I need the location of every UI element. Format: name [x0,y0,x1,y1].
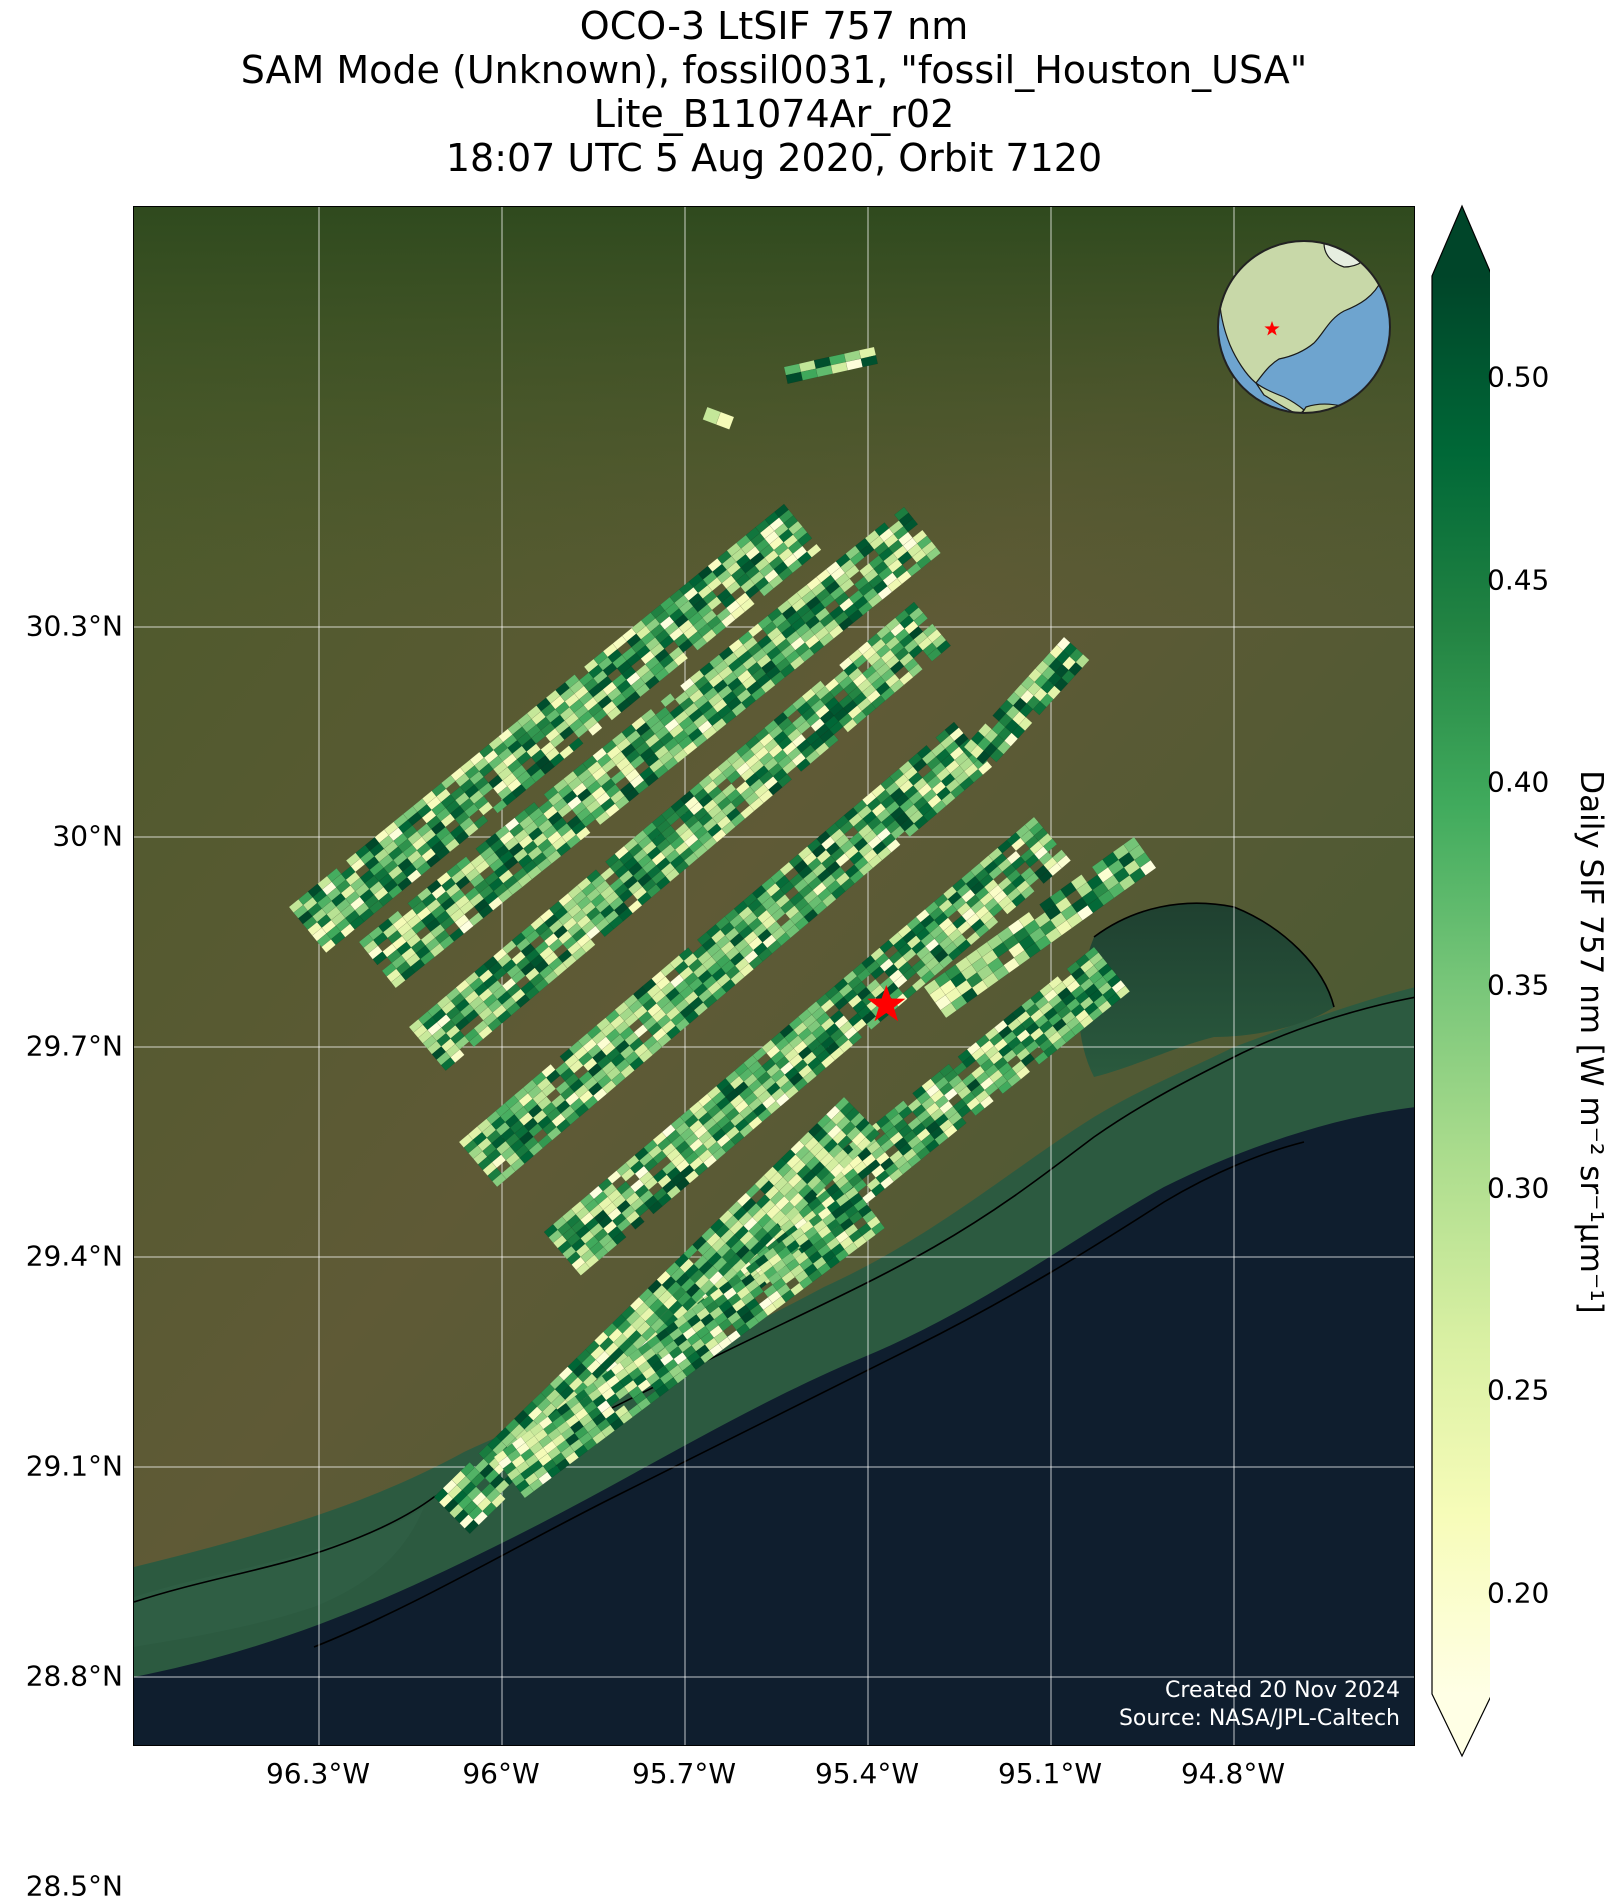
colorbar-extend-max [1432,206,1490,276]
sif-footprint [673,652,689,667]
colorbar-gradient [1432,276,1490,1694]
lon-tick-label: 95.7°W [631,1757,737,1790]
sif-footprint [913,612,929,627]
credit-text: Created 20 Nov 2024 Source: NASA/JPL-Cal… [1119,1677,1400,1733]
globe-target-star-icon [1264,321,1280,336]
globe-central-america [1255,382,1305,413]
sif-footprint [871,1221,886,1236]
sif-footprint [1056,854,1072,869]
lat-tick-label: 29.7°N [25,1029,123,1063]
sif-footprint [979,1095,994,1109]
colorbar-tick-label: 0.25 [1487,1373,1550,1407]
sif-footprint [797,532,813,547]
title-line-4: 18:07 UTC 5 Aug 2020, Orbit 7120 [445,136,1103,180]
plot-title: OCO-3 LtSIF 757 nm SAM Mode (Unknown), f… [133,4,1415,180]
sif-footprint [777,773,792,788]
inset-globe [1217,240,1391,414]
credit-source: Source: NASA/JPL-Caltech [1118,1706,1400,1731]
target-marker [867,985,906,1022]
sif-footprint [908,663,923,678]
sif-footprint [860,355,878,368]
sif-footprint [952,1117,967,1131]
sif-footprint [575,826,591,841]
sif-footprint [568,737,584,752]
globe-north-america [1218,241,1383,384]
lon-tick-label: 95.4°W [814,1757,920,1790]
sif-footprint [1139,859,1157,876]
title-line-1: OCO-3 LtSIF 757 nm [579,4,969,48]
lat-tick-label: 29.1°N [25,1449,123,1483]
sif-footprint [740,597,755,612]
sif-footprint [473,814,489,829]
ocean [134,1107,1414,1745]
colorbar-tick-label: 0.50 [1487,360,1550,394]
sif-footprint [715,411,735,430]
sif-footprint [450,1049,465,1063]
title-line-2: SAM Mode (Unknown), fossil0031, "fossil_… [240,48,1308,92]
galveston-bay [1079,903,1334,1077]
sif-footprint [491,1493,506,1508]
colorbar-tick-label: 0.40 [1487,765,1550,799]
title-line-3: Lite_B11074Ar_r02 [593,92,955,136]
matagorda-bay [134,1507,424,1647]
sif-footprint [936,639,951,654]
sif-footprint [984,916,999,930]
colorbar-tick-label: 0.35 [1487,968,1550,1002]
colorbar-extend-min [1432,1694,1490,1756]
sif-footprint [824,734,839,749]
lat-tick-label: 28.8°N [25,1659,123,1693]
sif-footprint [1020,885,1035,900]
colorbar-label: Daily SIF 757 nm [W m⁻² sr⁻¹μm⁻¹] [1573,770,1609,1314]
sif-footprint [848,1031,863,1046]
lat-tick-label: 29.4°N [25,1239,123,1273]
sif-footprint [1043,838,1058,853]
sif-footprint [1115,985,1131,999]
sif-footprint [1018,716,1033,731]
sif-footprint [1075,654,1090,669]
lon-tick-label: 96°W [462,1757,540,1790]
sif-footprint [767,1223,783,1239]
sif-footprint [926,547,941,562]
sif-footprint [806,543,822,558]
sif-footprint [977,761,993,775]
lon-tick-label: 96.3°W [265,1757,371,1790]
lat-tick-label: 30.3°N [25,609,123,643]
sif-footprint [865,1128,881,1143]
map-canvas[interactable] [134,207,1415,1746]
lon-tick-label: 94.8°W [1180,1757,1286,1790]
sif-soundings [288,346,1157,1534]
colorbar-outline [1431,204,1490,1758]
sif-footprint [612,1231,627,1246]
sif-footprint [903,518,919,533]
map-panel[interactable]: Created 20 Nov 2024 Source: NASA/JPL-Cal… [133,206,1415,1746]
sif-footprint [1016,1066,1031,1080]
target-star-icon [867,985,906,1022]
lat-tick-label: 28.5°N [25,1869,123,1903]
colorbar-tick-label: 0.45 [1487,563,1550,597]
colorbar-tick-label: 0.30 [1487,1171,1550,1205]
sif-footprint [630,1216,645,1230]
credit-created: Created 20 Nov 2024 [1165,1678,1400,1703]
colorbar [1431,204,1490,1758]
sif-footprint [581,938,596,953]
colorbar-tick-label: 0.20 [1487,1576,1550,1610]
globe-outline [1217,240,1391,414]
sif-footprint [587,721,603,736]
globe-south-america [1282,403,1390,413]
lon-tick-label: 95.1°W [997,1757,1103,1790]
lat-tick-label: 30°N [52,819,123,853]
sif-footprint [886,838,901,853]
